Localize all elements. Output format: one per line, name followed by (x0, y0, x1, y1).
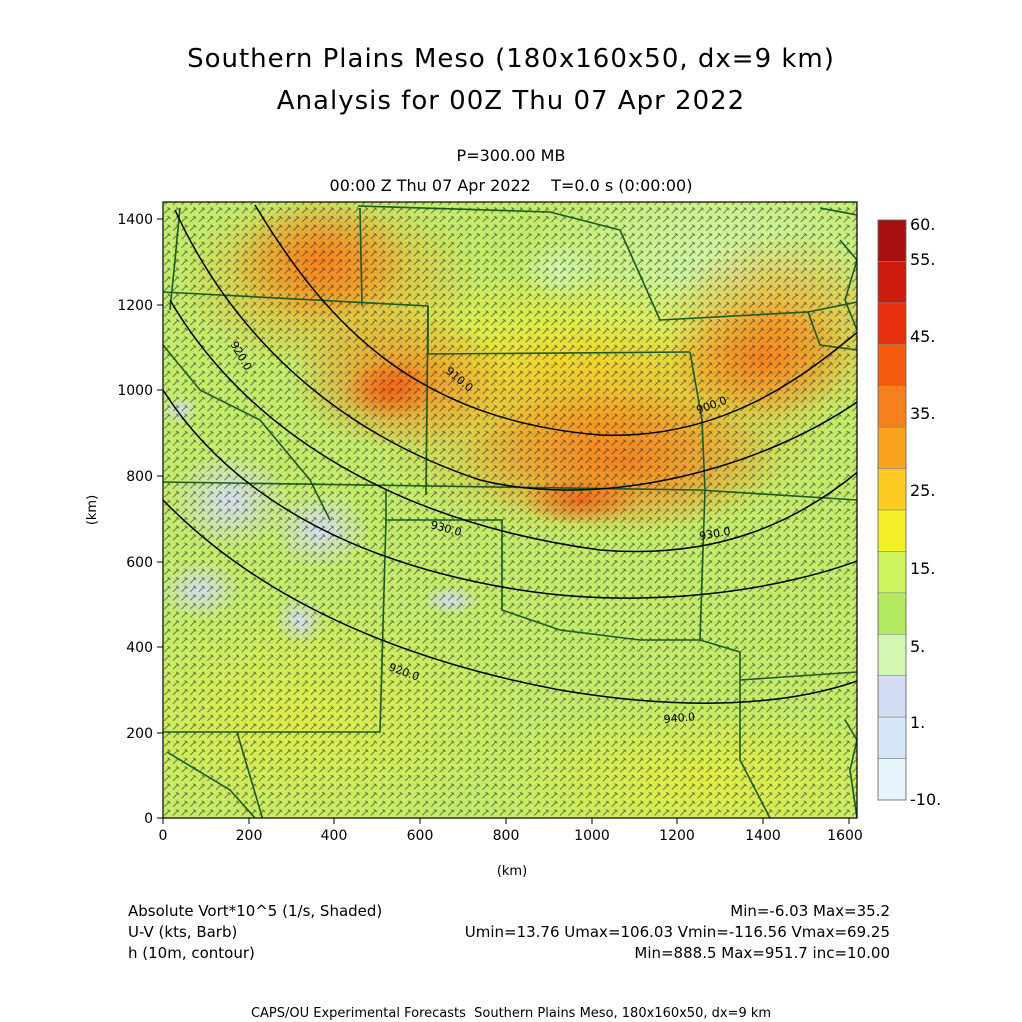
x-tick-label: 0 (159, 828, 168, 844)
legend-field-3: h (10m, contour) (128, 944, 255, 962)
colorbar-frame (877, 219, 907, 801)
y-tick-label: 1200 (117, 298, 153, 314)
contour-label: 940.0 (663, 710, 696, 726)
colorbar-swatch (877, 261, 907, 304)
colorbar-swatch (877, 385, 907, 428)
x-ticks (162, 818, 850, 824)
x-tick-labels: 0 200 400 600 800 1000 1200 1400 1600 (159, 828, 863, 844)
legend-stats-1: Min=-6.03 Max=35.2 (730, 902, 890, 920)
colorbar-swatch (877, 219, 907, 262)
vorticity-shading (163, 202, 857, 818)
colorbar-label: 5. (910, 637, 926, 656)
colorbar-swatch (877, 716, 907, 759)
legend-field-1: Absolute Vort*10^5 (1/s, Shaded) (128, 902, 383, 920)
colorbar-label: -10. (910, 790, 942, 809)
y-tick-label: 1400 (117, 212, 153, 228)
y-ticks (157, 218, 163, 819)
y-tick-label: 0 (144, 811, 153, 827)
x-tick-label: 1200 (659, 828, 695, 844)
colorbar-swatch (877, 302, 907, 345)
colorbar-label: 60. (910, 215, 936, 234)
title-line-1: Southern Plains Meso (180x160x50, dx=9 k… (187, 44, 835, 74)
x-tick-label: 400 (321, 828, 348, 844)
footer-credit: CAPS/OU Experimental Forecasts Southern … (250, 1006, 772, 1021)
x-tick-label: 1400 (745, 828, 781, 844)
y-tick-label: 200 (126, 726, 153, 742)
height-contours (163, 204, 857, 704)
colorbar-label: 15. (910, 559, 936, 578)
colorbar-label: 25. (910, 481, 936, 500)
colorbar-swatch (877, 758, 907, 801)
contour-label: 930.0 (698, 525, 731, 543)
colorbar-label: 55. (910, 250, 936, 269)
pressure-level: P=300.00 MB (456, 146, 566, 165)
colorbar-swatch (877, 509, 907, 552)
legend-stats-2: Umin=13.76 Umax=106.03 Vmin=-116.56 Vmax… (464, 923, 890, 941)
title-line-2: Analysis for 00Z Thu 07 Apr 2022 (276, 86, 746, 116)
x-tick-label: 800 (493, 828, 520, 844)
colorbar-label: 35. (910, 404, 936, 423)
plot-frame (162, 201, 858, 819)
colorbar-swatch (877, 468, 907, 511)
legend-field-2: U-V (kts, Barb) (128, 923, 238, 941)
y-tick-labels: 0 200 400 600 800 1000 1200 1400 (117, 212, 153, 827)
colorbar-swatch (877, 426, 907, 469)
y-tick-label: 800 (126, 469, 153, 485)
x-tick-label: 1000 (574, 828, 610, 844)
colorbar-swatch (877, 592, 907, 635)
y-tick-label: 400 (126, 640, 153, 656)
legend-stats-3: Min=888.5 Max=951.7 inc=10.00 (634, 944, 890, 962)
x-tick-label: 200 (236, 828, 263, 844)
x-tick-label: 600 (407, 828, 434, 844)
y-tick-label: 600 (126, 555, 153, 571)
y-tick-label: 1000 (117, 383, 153, 399)
colorbar-label: 45. (910, 327, 936, 346)
colorbar-swatch (877, 633, 907, 677)
colorbar (877, 219, 907, 801)
colorbar-label: 1. (910, 713, 926, 732)
y-axis-label: (km) (85, 495, 100, 525)
x-axis-label: (km) (497, 864, 527, 879)
colorbar-swatch (877, 675, 907, 718)
colorbar-swatch (877, 551, 907, 594)
valid-time: 00:00 Z Thu 07 Apr 2022 T=0.0 s (0:00:00… (329, 176, 693, 195)
colorbar-swatch (877, 343, 907, 387)
x-tick-label: 1600 (827, 828, 863, 844)
